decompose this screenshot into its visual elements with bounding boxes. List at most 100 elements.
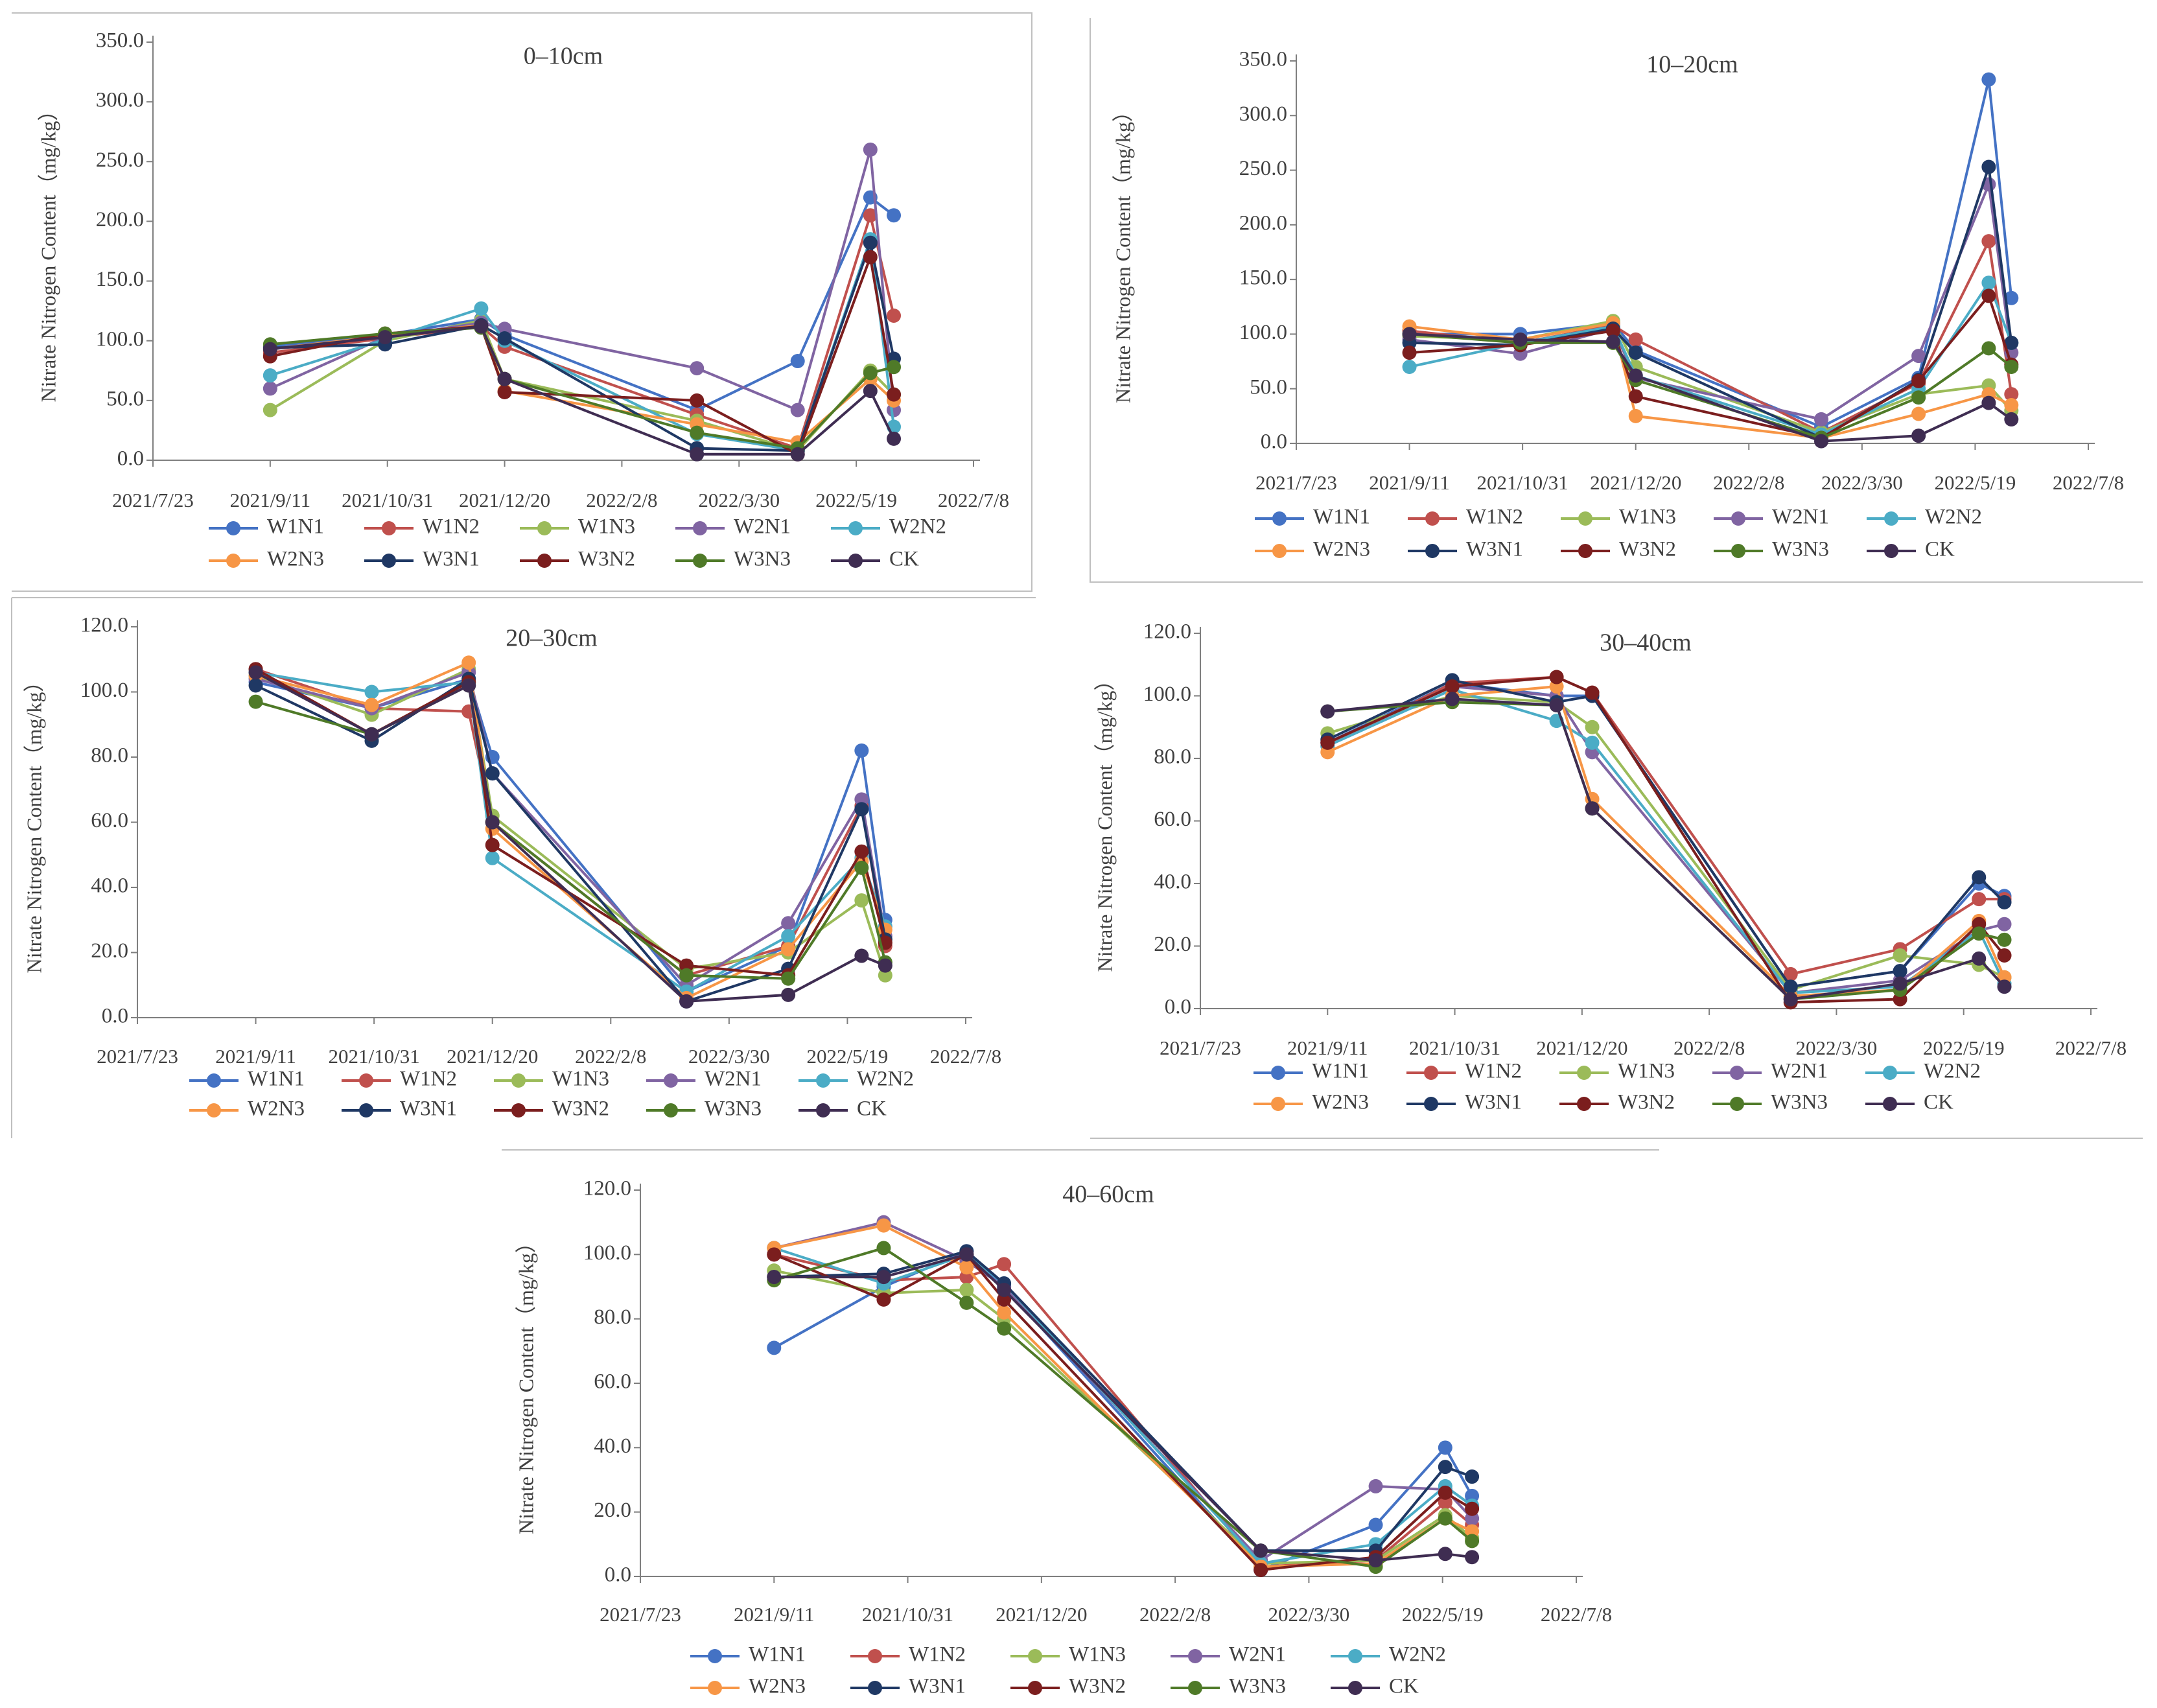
legend-label-ck: CK: [1389, 1675, 1419, 1698]
y-tick-label: 50.0: [106, 387, 144, 410]
data-point-w1n1: [790, 354, 805, 369]
data-point-w3n3: [1438, 1511, 1452, 1526]
legend-marker-w2n1: [1731, 511, 1745, 526]
data-point-ck: [876, 1270, 891, 1285]
data-point-w3n1: [485, 766, 500, 781]
legend-marker-w2n2: [848, 521, 863, 535]
data-point-w2n1: [854, 792, 869, 807]
series-line-ck: [270, 325, 895, 456]
data-point-ck: [485, 815, 500, 830]
series-line-ck: [1409, 333, 2012, 443]
legend-label-w1n2: W1N2: [423, 515, 480, 539]
x-tick-label: 2022/2/8: [575, 1045, 646, 1068]
data-point-ck: [1368, 1553, 1383, 1568]
data-point-ck: [790, 447, 805, 462]
data-point-w3n1: [863, 235, 878, 250]
series-line-w3n3: [773, 1246, 1473, 1569]
x-tick-label: 2022/7/8: [2055, 1036, 2127, 1059]
data-point-ck: [1628, 368, 1643, 383]
x-tick-label: 2021/10/31: [1477, 471, 1568, 494]
data-point-w3n2: [1402, 345, 1417, 360]
legend-marker-w1n1: [708, 1649, 722, 1663]
y-tick-label: 200.0: [96, 208, 144, 231]
legend-label-w2n1: W2N1: [734, 515, 791, 539]
legend-label-w1n2: W1N2: [400, 1068, 457, 1091]
legend-label-w2n3: W2N3: [1312, 1091, 1369, 1114]
y-tick-label: 250.0: [96, 148, 144, 172]
legend-label-w3n2: W3N2: [1618, 1091, 1675, 1114]
legend-marker-w3n3: [693, 554, 707, 568]
legend-label-w2n2: W2N2: [857, 1068, 914, 1091]
data-point-w3n2: [497, 384, 512, 399]
y-tick-label: 20.0: [91, 939, 128, 963]
data-point-ck: [497, 371, 512, 386]
legend-marker-ck: [1348, 1681, 1362, 1695]
x-tick-label: 2022/5/19: [1402, 1603, 1484, 1626]
data-point-w3n3: [854, 860, 869, 875]
x-tick-label: 2022/7/8: [938, 489, 1009, 511]
data-point-ck: [1997, 979, 2012, 994]
y-axis-label: Nitrate Nitrogen Content（mg/kg）: [1093, 670, 1116, 972]
y-tick-label: 0.0: [605, 1563, 631, 1587]
x-tick-label: 2022/5/19: [815, 489, 897, 511]
y-tick-label: 60.0: [1154, 808, 1191, 831]
data-point-ck: [863, 384, 878, 399]
legend-label-w1n1: W1N1: [1313, 506, 1370, 529]
legend-marker-w3n1: [382, 554, 396, 568]
data-point-w2n3: [781, 942, 796, 957]
legend-label-w2n2: W2N2: [1924, 1060, 1981, 1083]
series-line-ck: [774, 1253, 1473, 1562]
data-point-w1n3: [878, 968, 892, 983]
data-point-w3n3: [1911, 390, 1926, 405]
legend-marker-w2n3: [207, 1103, 221, 1117]
data-point-w1n2: [1783, 966, 1798, 981]
data-point-w3n2: [1253, 1563, 1268, 1578]
data-point-w2n1: [690, 361, 705, 376]
chart-panel-30-40cm: 30–40cm 0.0 20.0 40.0 60.0 80.0 100.0 120.0 2021…: [1093, 620, 2127, 1114]
legend-label-w1n2: W1N2: [909, 1643, 966, 1667]
series-line-w2n2: [773, 1246, 1473, 1565]
y-tick-label: 80.0: [594, 1305, 631, 1329]
legend-marker-w1n2: [359, 1073, 373, 1088]
data-point-w2n1: [1814, 412, 1829, 427]
y-tick-label: 40.0: [1154, 871, 1191, 894]
data-point-ck: [679, 994, 694, 1009]
series-line-w1n2: [1327, 675, 2005, 976]
chart-title: 0–10cm: [524, 43, 603, 70]
legend-marker-w2n1: [664, 1073, 678, 1088]
data-point-w2n1: [790, 403, 805, 417]
y-axis-label: Nitrate Nitrogen Content（mg/kg）: [36, 100, 60, 403]
x-tick-label: 2022/2/8: [1139, 1603, 1211, 1626]
data-point-w2n2: [262, 368, 277, 383]
series-line-ck: [255, 671, 886, 1003]
y-tick-label: 80.0: [91, 744, 128, 767]
data-point-w3n1: [1981, 159, 1996, 174]
chart-title: 20–30cm: [506, 625, 597, 652]
legend-label-w2n2: W2N2: [889, 515, 946, 539]
y-tick-label: 100.0: [1143, 683, 1191, 706]
data-point-ck: [262, 342, 277, 357]
legend-marker-w3n3: [1731, 544, 1745, 558]
legend-marker-w1n2: [1424, 1066, 1438, 1080]
data-point-w3n2: [1465, 1501, 1480, 1516]
y-tick-label: 50.0: [1250, 375, 1287, 399]
legend-marker-w3n3: [1188, 1681, 1202, 1695]
data-point-ck: [378, 330, 393, 345]
legend-label-w1n1: W1N1: [248, 1068, 305, 1091]
legend-marker-ck: [1883, 1097, 1897, 1111]
data-point-w1n1: [854, 743, 869, 758]
data-point-w2n1: [781, 916, 796, 931]
data-point-w1n2: [2004, 387, 2019, 402]
legend-marker-w1n2: [382, 521, 396, 535]
data-point-w2n2: [1402, 360, 1417, 374]
data-point-w3n1: [2004, 335, 2019, 350]
data-point-ck: [1513, 332, 1528, 347]
data-point-w3n2: [887, 387, 902, 402]
x-tick-label: 2022/3/30: [1268, 1603, 1350, 1626]
data-point-w3n2: [485, 837, 500, 852]
y-tick-label: 350.0: [1239, 48, 1287, 71]
data-point-ck: [461, 678, 476, 693]
x-tick-label: 2022/5/19: [807, 1045, 889, 1068]
legend-label-w2n3: W2N3: [1313, 538, 1370, 561]
